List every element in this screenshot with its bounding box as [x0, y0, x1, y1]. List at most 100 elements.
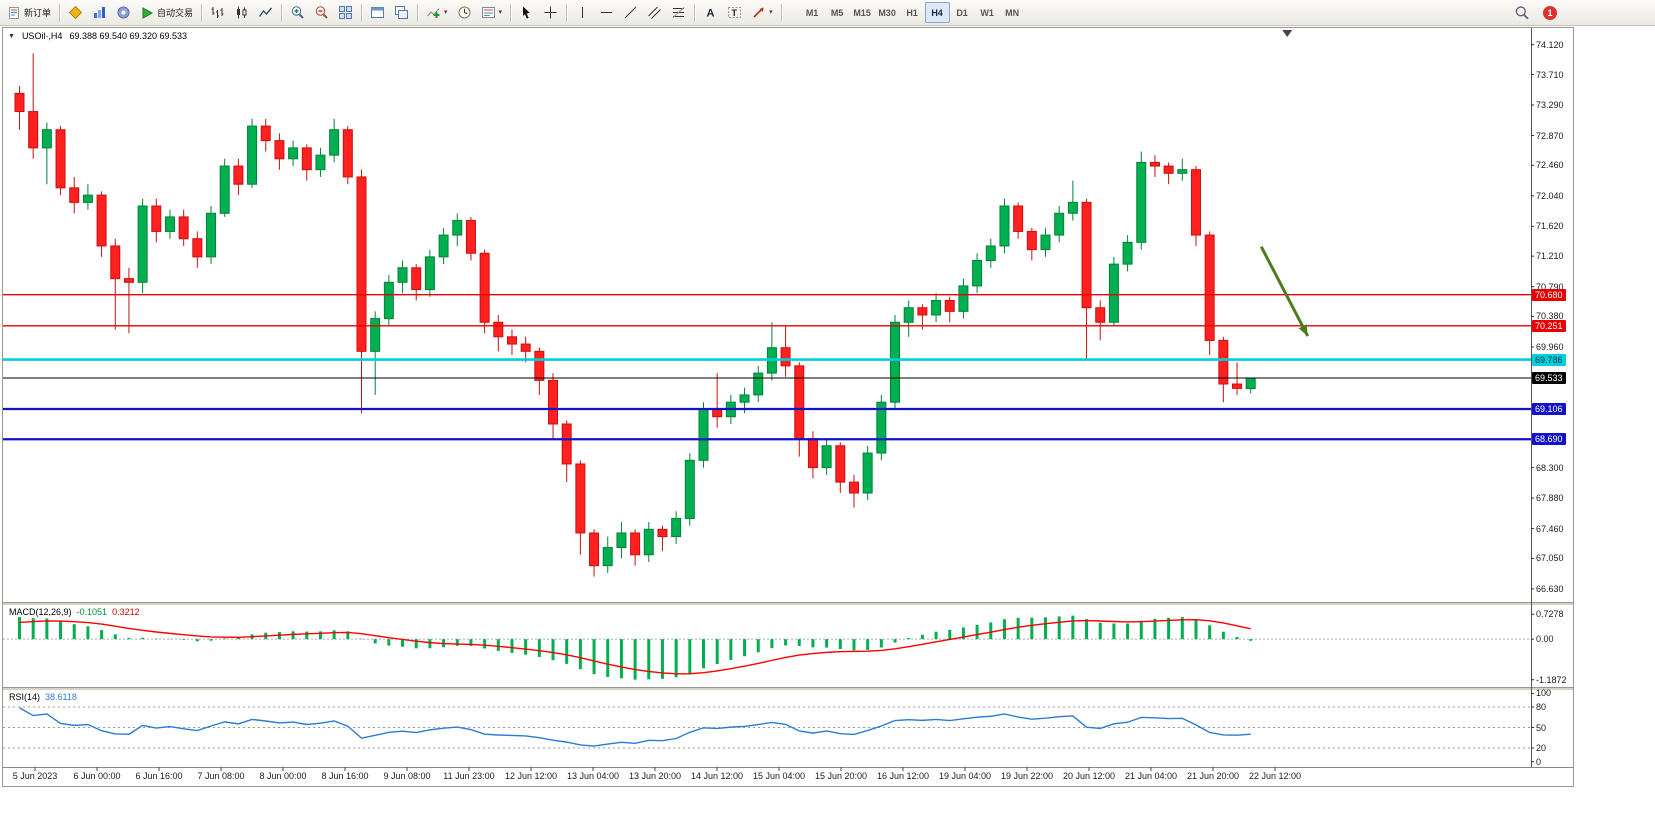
- candle-down: [534, 350, 545, 381]
- candle-down: [657, 528, 668, 538]
- candle-up: [698, 408, 709, 461]
- candle-up: [397, 267, 408, 283]
- chart-plot: [3, 28, 1573, 771]
- toolbar-separator: [201, 3, 203, 22]
- cascade-windows-button[interactable]: [390, 2, 413, 23]
- new-chart-window-button[interactable]: [366, 2, 389, 23]
- macd-main-value: -0.1051: [76, 607, 108, 617]
- chart-symbol-title: USOil·,H4: [21, 31, 63, 41]
- arrows-tool-button[interactable]: ▾: [747, 2, 777, 23]
- toolbar-separator: [566, 3, 568, 22]
- text-tool-button[interactable]: A: [699, 2, 722, 23]
- candle-up: [137, 205, 148, 283]
- autotrading-button[interactable]: 自动交易: [136, 2, 197, 23]
- periods-button[interactable]: [453, 2, 476, 23]
- candle-up: [383, 281, 394, 320]
- panel-separator[interactable]: [3, 687, 1573, 690]
- candlestick-chart-button[interactable]: [230, 2, 253, 23]
- navigator-button[interactable]: [112, 2, 135, 23]
- candle-down: [55, 129, 66, 189]
- candle-up: [972, 260, 983, 287]
- market-watch-icon: [94, 7, 106, 18]
- candle-up: [164, 216, 175, 232]
- line-chart-button[interactable]: [254, 2, 277, 23]
- candle-up: [424, 256, 435, 291]
- horizontal-line-icon: [601, 12, 613, 13]
- bar-chart-icon: [211, 7, 224, 18]
- one-click-trading-toggle[interactable]: ▼: [8, 32, 15, 40]
- candle-down: [1149, 161, 1160, 167]
- candle-down: [561, 423, 572, 465]
- candle-up: [1177, 169, 1188, 174]
- candle-down: [944, 299, 955, 312]
- candle-up: [1067, 201, 1078, 214]
- zoom-out-button[interactable]: [310, 2, 333, 23]
- chart-shift-marker[interactable]: [1282, 30, 1293, 37]
- candle-down: [28, 111, 39, 149]
- rsi-label: RSI(14): [9, 692, 41, 702]
- toolbar-separator: [417, 3, 419, 22]
- search-button[interactable]: [1510, 3, 1534, 24]
- rsi-value: 38.6118: [45, 692, 77, 702]
- candle-up: [82, 194, 93, 203]
- cascade-windows-icon: [395, 6, 409, 19]
- cursor-tool-button[interactable]: [515, 2, 538, 23]
- timeframe-m15-button[interactable]: M15: [850, 2, 875, 23]
- candle-up: [958, 285, 969, 312]
- candle-up: [739, 394, 750, 403]
- channel-icon: [648, 6, 661, 19]
- bar-chart-button[interactable]: [206, 2, 229, 23]
- toolbar-separator: [780, 3, 782, 22]
- candle-down: [1190, 169, 1201, 236]
- vertical-line-tool-button[interactable]: [571, 2, 594, 23]
- new-order-button[interactable]: 新订单: [3, 2, 55, 23]
- candle-up: [931, 299, 942, 316]
- candle-up: [370, 318, 381, 352]
- candle-down: [712, 408, 723, 418]
- candle-up: [876, 401, 887, 454]
- cursor-icon: [523, 6, 531, 19]
- autotrading-label: 自动交易: [157, 8, 194, 18]
- toolbar-separator: [361, 3, 363, 22]
- candle-up: [247, 125, 258, 185]
- candle-down: [493, 321, 504, 338]
- candle-down: [192, 238, 203, 258]
- candle-up: [862, 452, 873, 494]
- candle-down: [110, 245, 121, 280]
- timeframe-m1-button[interactable]: M1: [800, 2, 825, 23]
- toolbar-right: 1: [1510, 0, 1557, 26]
- indicators-button[interactable]: ▾: [422, 2, 452, 23]
- fibonacci-tool-button[interactable]: [667, 2, 690, 23]
- timeframe-mn-button[interactable]: MN: [1000, 2, 1025, 23]
- market-watch-button[interactable]: [88, 2, 111, 23]
- metaeditor-icon: [68, 5, 83, 20]
- timeframe-m30-button[interactable]: M30: [875, 2, 900, 23]
- horizontal-line-tool-button[interactable]: [595, 2, 618, 23]
- timeframe-d1-button[interactable]: D1: [950, 2, 975, 23]
- macd-label: MACD(12,26,9): [9, 607, 72, 617]
- channel-tool-button[interactable]: [643, 2, 666, 23]
- trend-arrow-head[interactable]: [1298, 324, 1308, 337]
- panel-separator[interactable]: [3, 602, 1573, 605]
- zoom-in-button[interactable]: [286, 2, 309, 23]
- crosshair-tool-button[interactable]: [539, 2, 562, 23]
- candle-down: [1163, 165, 1174, 174]
- tile-windows-button[interactable]: [334, 2, 357, 23]
- metaeditor-button[interactable]: [64, 2, 87, 23]
- candle-down: [178, 216, 189, 240]
- timeframe-m5-button[interactable]: M5: [825, 2, 850, 23]
- trend-arrow-line[interactable]: [1259, 246, 1310, 337]
- templates-dropdown-caret: ▾: [498, 9, 503, 16]
- text-label-tool-button[interactable]: T: [723, 2, 746, 23]
- candle-up: [999, 205, 1010, 247]
- candle-up: [438, 234, 449, 258]
- chart-header: ▼ USOil·,H4 69.388 69.540 69.320 69.533: [8, 31, 187, 41]
- trendline-tool-button[interactable]: [619, 2, 642, 23]
- timeframe-h4-button[interactable]: H4: [924, 2, 950, 23]
- toolbar-separator: [510, 3, 512, 22]
- candle-up: [671, 517, 682, 538]
- timeframe-w1-button[interactable]: W1: [975, 2, 1000, 23]
- notification-badge[interactable]: 1: [1543, 6, 1557, 20]
- rsi-line: [19, 707, 1251, 747]
- timeframe-h1-button[interactable]: H1: [900, 2, 925, 23]
